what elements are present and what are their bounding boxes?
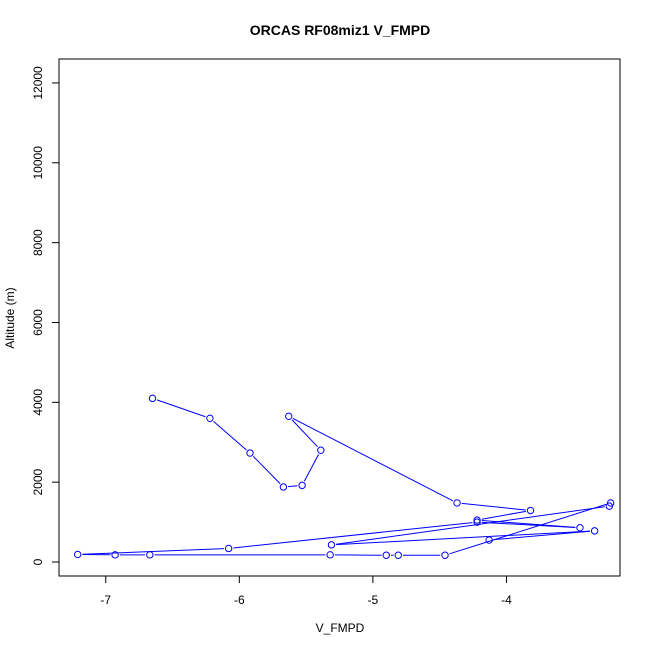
series-segment <box>449 503 607 555</box>
data-point <box>576 523 584 532</box>
series-segment <box>336 530 590 546</box>
plot-frame <box>58 58 621 577</box>
x-tick-label: -4 <box>501 593 512 607</box>
x-axis: -7 -6 -5 -4 <box>100 576 512 607</box>
x-axis-label: V_FMPD <box>316 621 365 635</box>
series-line <box>82 399 607 556</box>
y-tick-label: 4000 <box>31 389 45 416</box>
data-point <box>441 551 449 559</box>
data-point <box>453 499 461 507</box>
data-point <box>246 449 254 457</box>
y-axis: 0 2000 4000 6000 8000 10000 12000 <box>31 66 59 565</box>
data-point <box>206 414 214 423</box>
series-segment <box>481 521 576 528</box>
data-point <box>146 551 154 559</box>
data-point <box>327 541 336 549</box>
series-segment <box>461 502 526 511</box>
y-tick-label: 8000 <box>31 229 45 256</box>
data-point <box>224 544 233 553</box>
series-segment <box>213 421 247 451</box>
series-segment <box>292 418 454 502</box>
series-segment <box>291 419 318 448</box>
y-axis-label: Altitude (m) <box>3 287 17 348</box>
series-points <box>74 394 615 559</box>
series-segment <box>288 485 298 488</box>
x-tick-label: -7 <box>100 593 111 607</box>
y-tick-label: 12000 <box>31 66 45 100</box>
data-point <box>285 412 293 421</box>
data-point <box>394 551 402 559</box>
chart-title: ORCAS RF08miz1 V_FMPD <box>250 22 430 38</box>
data-point <box>148 394 157 403</box>
y-tick-label: 6000 <box>31 309 45 336</box>
series-segment <box>252 456 281 484</box>
data-point <box>605 502 614 510</box>
data-point <box>485 536 493 544</box>
data-point <box>526 506 535 515</box>
x-tick-label: -6 <box>234 593 245 607</box>
series-segment <box>303 454 320 482</box>
data-point <box>382 551 390 559</box>
series-segment <box>336 506 605 545</box>
y-tick-label: 10000 <box>31 146 45 180</box>
series-segment <box>493 530 590 541</box>
series-segment <box>481 510 526 520</box>
data-point <box>298 481 306 490</box>
data-point <box>74 550 82 559</box>
data-point <box>473 518 481 526</box>
data-point <box>590 527 599 535</box>
series-segment <box>156 399 206 418</box>
data-point <box>473 516 481 524</box>
x-tick-label: -5 <box>368 593 379 607</box>
series-segment <box>233 522 473 549</box>
data-point <box>279 483 288 491</box>
y-tick-label: 0 <box>31 558 45 565</box>
data-point <box>111 551 119 559</box>
series-segment <box>82 548 224 555</box>
data-point <box>317 446 325 454</box>
y-tick-label: 2000 <box>31 469 45 496</box>
data-point <box>326 551 334 559</box>
